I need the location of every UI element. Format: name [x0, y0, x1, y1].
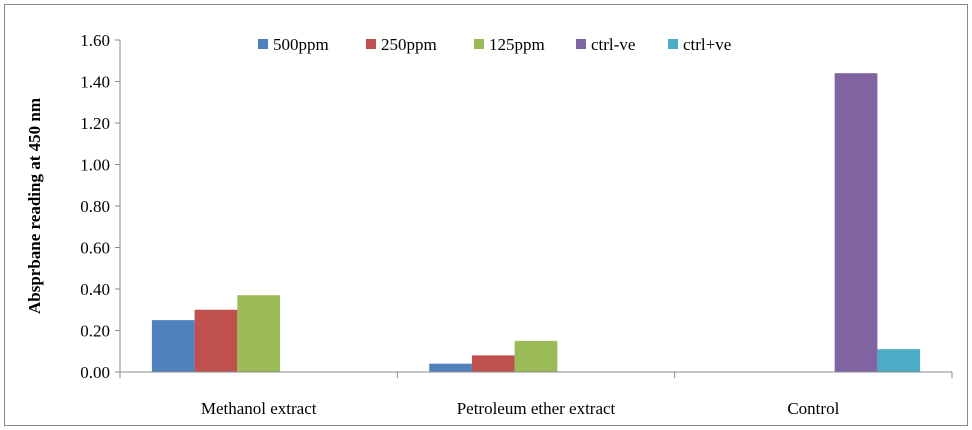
x-category-label: Petroleum ether extract	[457, 399, 616, 418]
legend-label: ctrl+ve	[683, 35, 731, 54]
y-tick-label: 1.20	[80, 114, 110, 133]
bars	[151, 73, 921, 372]
bar-500ppm-petroleum-ether-extract	[429, 363, 472, 372]
y-tick-label: 0.20	[80, 322, 110, 341]
bar-ctrl+ve-control	[877, 349, 921, 372]
y-tick-label: 1.00	[80, 156, 110, 175]
y-tick-label: 0.80	[80, 197, 110, 216]
legend-swatch	[366, 39, 376, 49]
bar-250ppm-petroleum-ether-extract	[471, 355, 515, 372]
y-tick-label: 0.60	[80, 239, 110, 258]
y-tick-label: 1.60	[80, 31, 110, 50]
y-axis-ticks: 0.00 0.20 0.40 0.60 0.80 1.00 1.20 1.40 1.60	[80, 31, 110, 382]
legend-swatch	[258, 39, 268, 49]
bar-250ppm-methanol-extract	[194, 309, 238, 372]
legend-swatch	[474, 39, 484, 49]
x-category-label: Methanol extract	[201, 399, 317, 418]
bar-125ppm-petroleum-ether-extract	[514, 340, 558, 372]
y-tick-label: 0.00	[80, 363, 110, 382]
bar-125ppm-methanol-extract	[237, 295, 281, 372]
x-axis-categories: Methanol extract Petroleum ether extract C…	[201, 399, 840, 418]
bar-ctrl-ve-control	[834, 73, 878, 372]
bar-500ppm-methanol-extract	[151, 320, 195, 372]
y-tick-label: 0.40	[80, 280, 110, 299]
legend: 500ppm 250ppm 125ppm ctrl-ve ctrl+ve	[258, 35, 731, 54]
y-tick-label: 1.40	[80, 73, 110, 92]
legend-label: 250ppm	[381, 35, 437, 54]
legend-label: ctrl-ve	[591, 35, 635, 54]
legend-swatch	[668, 39, 678, 49]
axes	[115, 39, 953, 378]
legend-label: 125ppm	[489, 35, 545, 54]
y-axis-label: Absprbane reading at 450 nm	[25, 98, 44, 314]
legend-label: 500ppm	[273, 35, 329, 54]
legend-swatch	[576, 39, 586, 49]
x-category-label: Control	[787, 399, 839, 418]
